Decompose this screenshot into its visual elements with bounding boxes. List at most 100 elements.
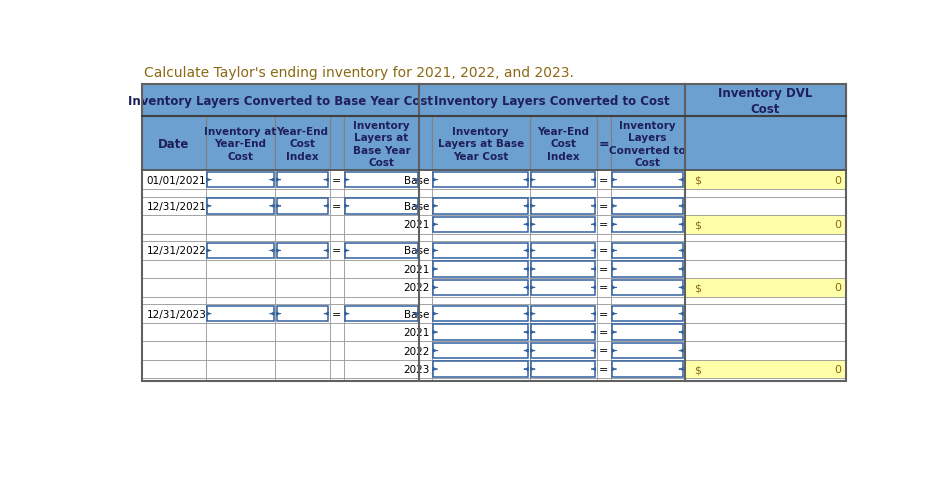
Bar bbox=[597, 215, 611, 234]
Bar bbox=[685, 360, 846, 378]
Text: 12/31/2021: 12/31/2021 bbox=[146, 201, 206, 212]
Bar bbox=[142, 85, 846, 381]
Bar bbox=[142, 342, 205, 360]
Bar bbox=[276, 260, 330, 279]
Bar bbox=[611, 215, 685, 234]
Text: =: = bbox=[599, 246, 609, 256]
Text: =: = bbox=[599, 175, 609, 185]
Bar bbox=[597, 342, 611, 360]
Bar bbox=[420, 234, 432, 242]
Bar bbox=[142, 171, 205, 189]
Bar bbox=[433, 306, 528, 322]
Bar bbox=[432, 215, 529, 234]
Bar bbox=[276, 378, 330, 381]
Text: Inventory
Layers at Base
Year Cost: Inventory Layers at Base Year Cost bbox=[438, 127, 523, 162]
Bar bbox=[276, 323, 330, 342]
Bar bbox=[142, 305, 205, 323]
Text: =: = bbox=[599, 220, 609, 230]
Bar bbox=[330, 234, 344, 242]
Bar bbox=[613, 306, 683, 322]
Bar bbox=[613, 280, 683, 296]
Bar bbox=[345, 199, 418, 214]
Bar bbox=[433, 262, 528, 277]
Bar bbox=[344, 305, 420, 323]
Bar bbox=[613, 217, 683, 232]
Text: =: = bbox=[332, 246, 341, 256]
Bar bbox=[685, 117, 846, 171]
Bar bbox=[531, 262, 596, 277]
Bar bbox=[142, 189, 205, 197]
Text: $: $ bbox=[694, 283, 701, 293]
Bar bbox=[142, 215, 205, 234]
Bar bbox=[330, 215, 344, 234]
Bar bbox=[685, 305, 846, 323]
Bar bbox=[531, 199, 596, 214]
Bar bbox=[207, 306, 274, 322]
Text: 0: 0 bbox=[834, 364, 841, 374]
Bar bbox=[611, 171, 685, 189]
Bar bbox=[276, 360, 330, 378]
Bar bbox=[597, 323, 611, 342]
Bar bbox=[276, 171, 330, 189]
Text: 0: 0 bbox=[834, 175, 841, 185]
Bar bbox=[420, 171, 432, 189]
Bar bbox=[531, 343, 596, 359]
Bar bbox=[344, 189, 420, 197]
Bar bbox=[529, 305, 597, 323]
Bar bbox=[529, 242, 597, 260]
Bar bbox=[344, 197, 420, 215]
Bar bbox=[276, 279, 330, 297]
Bar bbox=[276, 342, 330, 360]
Bar bbox=[276, 243, 328, 258]
Text: Inventory Layers Converted to Cost: Inventory Layers Converted to Cost bbox=[434, 95, 670, 107]
Bar bbox=[276, 189, 330, 197]
Bar bbox=[344, 297, 420, 305]
Bar bbox=[531, 217, 596, 232]
Bar bbox=[276, 199, 328, 214]
Text: 2021: 2021 bbox=[403, 327, 429, 337]
Text: $: $ bbox=[694, 364, 701, 374]
Bar bbox=[432, 242, 529, 260]
Text: 2022: 2022 bbox=[403, 283, 429, 293]
Text: =: = bbox=[599, 283, 609, 293]
Bar bbox=[611, 242, 685, 260]
Bar bbox=[685, 171, 846, 189]
Bar bbox=[685, 323, 846, 342]
Bar bbox=[613, 243, 683, 258]
Bar bbox=[529, 171, 597, 189]
Bar bbox=[330, 242, 344, 260]
Text: 2021: 2021 bbox=[403, 220, 429, 230]
Bar bbox=[613, 262, 683, 277]
Bar bbox=[344, 234, 420, 242]
Bar bbox=[433, 243, 528, 258]
Bar bbox=[611, 189, 685, 197]
Bar bbox=[276, 215, 330, 234]
Bar bbox=[205, 117, 276, 171]
Bar bbox=[330, 360, 344, 378]
Bar bbox=[597, 234, 611, 242]
Bar bbox=[276, 234, 330, 242]
Bar bbox=[613, 362, 683, 377]
Bar bbox=[330, 342, 344, 360]
Bar bbox=[529, 197, 597, 215]
Bar bbox=[597, 171, 611, 189]
Bar bbox=[432, 342, 529, 360]
Text: 12/31/2023: 12/31/2023 bbox=[146, 309, 206, 319]
Bar bbox=[432, 171, 529, 189]
Bar bbox=[432, 297, 529, 305]
Text: Base: Base bbox=[404, 175, 429, 185]
Bar bbox=[531, 325, 596, 340]
Text: Year-End
Cost
Index: Year-End Cost Index bbox=[537, 127, 589, 162]
Bar bbox=[685, 297, 846, 305]
Bar bbox=[420, 260, 432, 279]
Bar bbox=[529, 323, 597, 342]
Bar bbox=[611, 323, 685, 342]
Bar bbox=[344, 323, 420, 342]
Bar bbox=[330, 117, 344, 171]
Bar bbox=[205, 197, 276, 215]
Bar bbox=[344, 260, 420, 279]
Bar bbox=[432, 189, 529, 197]
Bar bbox=[345, 243, 418, 258]
Text: =: = bbox=[332, 201, 341, 212]
Bar bbox=[611, 360, 685, 378]
